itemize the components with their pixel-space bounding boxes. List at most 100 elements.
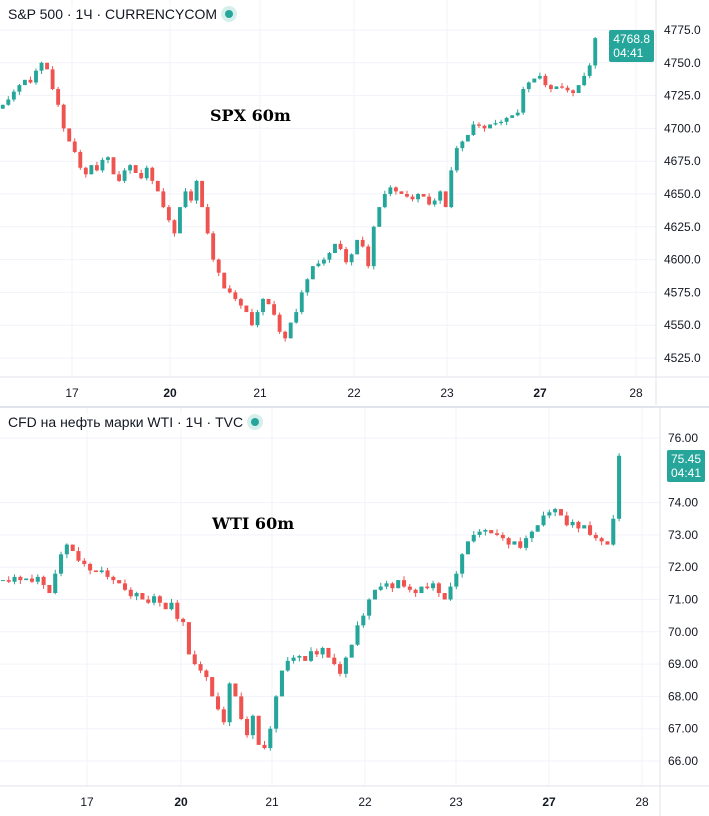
candle-body	[399, 191, 404, 194]
candle-body	[111, 576, 116, 581]
spx-annotation: SPX 60m	[210, 106, 291, 125]
y-tick-label: 67.00	[668, 722, 698, 736]
y-tick-label: 4625.0	[664, 220, 701, 234]
spx-symbol-header[interactable]: S&P 500 · 1Ч · CURRENCYCOM	[8, 6, 234, 22]
candle-body	[413, 589, 418, 594]
candle-body	[471, 534, 476, 542]
candle-body	[99, 570, 104, 573]
candle-body	[314, 651, 319, 655]
spx-chart-pane[interactable]: 4775.0 4750.0 4725.0 4700.0 4675.0 4650.0 4625…	[0, 0, 709, 405]
candle-body	[205, 207, 210, 234]
candle-body	[471, 124, 476, 135]
candle-body	[587, 525, 593, 535]
candle-body	[564, 515, 569, 526]
candle-body	[45, 62, 50, 70]
y-tick-label: 71.00	[668, 593, 698, 607]
candle-body	[64, 544, 69, 555]
spx-chart[interactable]: 4775.0 4750.0 4725.0 4700.0 4675.0 4650.0 4625…	[0, 0, 709, 405]
candle-body	[510, 115, 515, 118]
candle-body	[425, 586, 430, 589]
candle-body	[388, 187, 393, 194]
candle-body	[560, 86, 564, 88]
market-open-status-icon	[251, 418, 260, 426]
market-open-status-icon	[225, 10, 234, 18]
candle-body	[454, 148, 459, 171]
candle-body	[238, 298, 243, 306]
candle-body	[266, 298, 271, 305]
y-tick-label: 68.00	[668, 689, 698, 703]
wti-annotation: WTI 60m	[212, 514, 295, 533]
candle-body	[316, 263, 321, 267]
candle-body	[0, 104, 5, 109]
candle-body	[570, 521, 575, 526]
candle-body	[186, 622, 191, 655]
candle-body	[117, 580, 122, 584]
candle-body	[454, 573, 459, 587]
candle-body	[100, 159, 105, 171]
candle-body	[172, 220, 177, 234]
candle-body	[477, 124, 481, 126]
candle-body	[181, 618, 186, 623]
candle-body	[139, 173, 144, 179]
candle-body	[553, 509, 558, 513]
candle-body	[268, 728, 273, 749]
bar-countdown: 04:41	[671, 466, 702, 480]
candle-body	[194, 180, 199, 201]
candle-body	[274, 696, 279, 729]
candle-body	[361, 615, 366, 626]
candle-body	[279, 670, 284, 697]
candle-body	[512, 541, 517, 545]
candle-body	[277, 314, 282, 332]
candle-body	[483, 530, 488, 532]
candle-body	[506, 538, 511, 545]
candle-body	[499, 121, 504, 124]
wti-chart[interactable]: 76.00 74.00 73.00 72.00 71.00 70.00 69.00 68.00…	[0, 408, 709, 816]
y-tick-label: 4650.0	[664, 187, 701, 201]
spx-title: S&P 500 · 1Ч · CURRENCYCOM	[8, 6, 218, 22]
y-tick-label: 69.00	[668, 657, 698, 671]
x-tick-label: 21	[265, 795, 279, 809]
candle-body	[53, 573, 58, 594]
candle-body	[178, 207, 182, 234]
y-tick-label: 4775.0	[664, 23, 701, 37]
candle-body	[308, 651, 314, 661]
candle-body	[493, 123, 498, 125]
candle-body	[416, 194, 420, 200]
candle-body	[333, 243, 337, 254]
candle-body	[593, 38, 598, 66]
candle-body	[401, 580, 407, 587]
candle-body	[41, 576, 46, 585]
candle-body	[488, 124, 492, 129]
candle-body	[22, 79, 27, 86]
candle-body	[198, 664, 203, 671]
candle-body	[382, 194, 387, 208]
candle-body	[611, 518, 616, 545]
candle-body	[211, 233, 216, 260]
candle-body	[460, 141, 465, 149]
candle-body	[216, 259, 221, 273]
candle-body	[262, 744, 267, 749]
candle-body	[50, 69, 55, 90]
candle-body	[61, 104, 66, 129]
candle-body	[576, 521, 581, 529]
candle-body	[465, 134, 470, 142]
candle-body	[355, 625, 360, 645]
candle-body	[299, 292, 304, 313]
wti-chart-pane[interactable]: 76.00 74.00 73.00 72.00 71.00 70.00 69.00 68.00…	[0, 406, 709, 816]
candle-body	[249, 312, 254, 326]
candle-body	[221, 709, 226, 723]
x-tick-label: 17	[80, 795, 94, 809]
candle-body	[39, 62, 44, 71]
candle-body	[291, 657, 296, 661]
candle-body	[326, 647, 331, 658]
wti-symbol-header[interactable]: CFD на нефть марки WTI · 1Ч · TVC	[8, 414, 260, 430]
x-tick-label: 20	[163, 386, 177, 400]
x-tick-label: 17	[65, 386, 79, 400]
y-tick-label: 4750.0	[664, 56, 701, 70]
last-price: 75.45	[671, 452, 702, 466]
candle-body	[76, 551, 81, 561]
y-tick-label: 66.00	[668, 754, 698, 768]
x-tick-label: 27	[542, 795, 556, 809]
candle-body	[227, 683, 232, 723]
candle-body	[593, 534, 598, 539]
